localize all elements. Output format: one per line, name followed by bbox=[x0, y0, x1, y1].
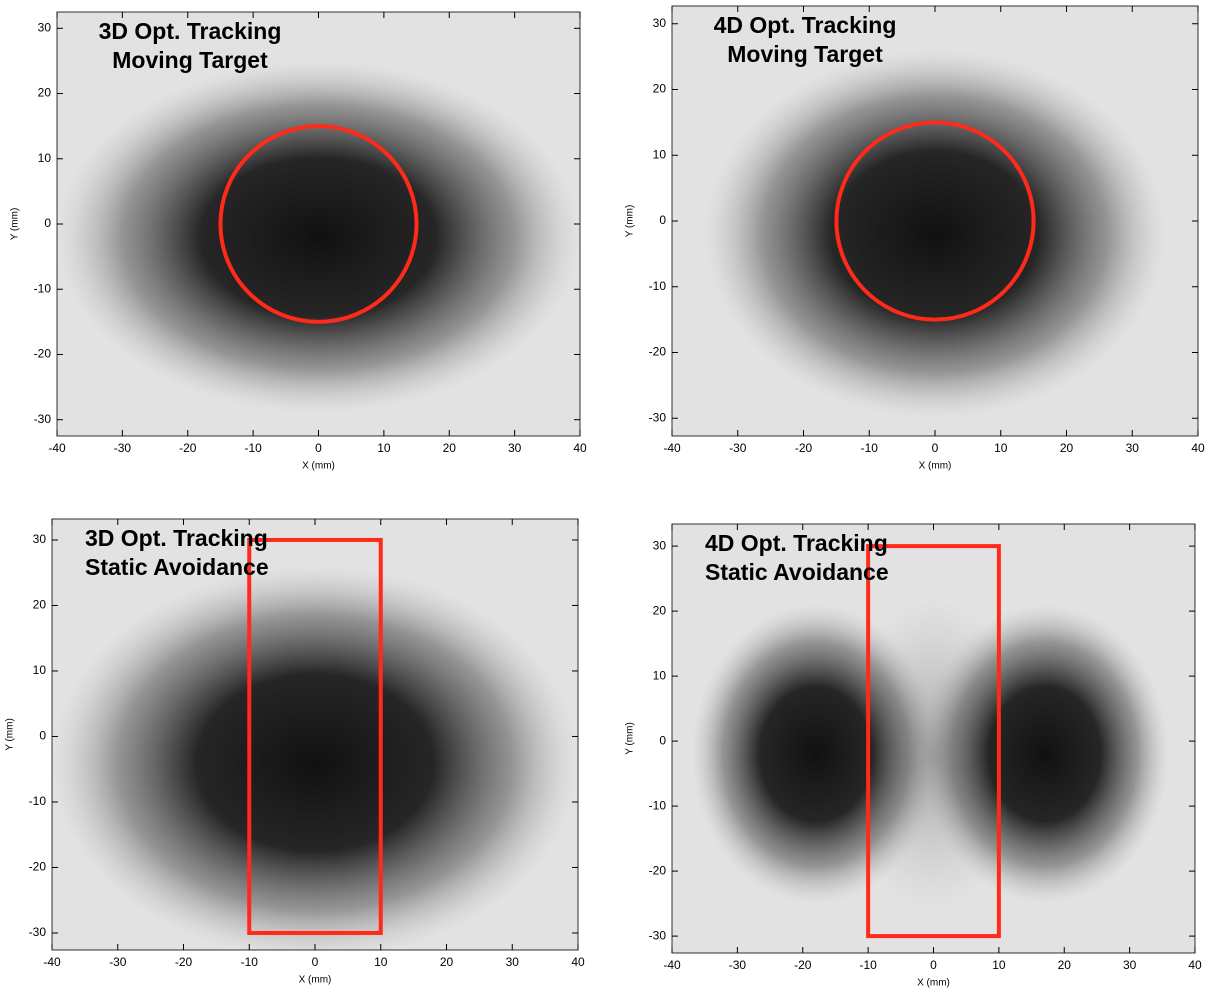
x-tick-label: 30 bbox=[1123, 958, 1137, 972]
y-tick-label: -20 bbox=[29, 860, 47, 874]
y-tick-label: 10 bbox=[38, 151, 52, 165]
y-tick-label: 10 bbox=[653, 668, 667, 682]
panel-title: 4D Opt. Tracking bbox=[705, 530, 888, 556]
y-tick-label: -30 bbox=[649, 928, 667, 942]
x-tick-label: 40 bbox=[1191, 441, 1205, 455]
dose-region bbox=[705, 50, 1165, 418]
y-tick-label: 10 bbox=[653, 147, 667, 161]
y-tick-label: -10 bbox=[649, 798, 667, 812]
figure: -40 -30 -20 -10 0 10 20 30 40 -30 -20 -10 0 10 20 30 X (… bbox=[0, 0, 1216, 995]
y-tick-label: -20 bbox=[649, 863, 667, 877]
y-tick-label: 20 bbox=[653, 603, 667, 617]
x-tick-label: 40 bbox=[1188, 958, 1202, 972]
y-tick-label: -10 bbox=[34, 281, 52, 295]
x-axis-label: X (mm) bbox=[917, 978, 950, 989]
panel: -40 -30 -20 -10 0 10 20 30 40 -30 -20 -10 0 10 20 30 X (… bbox=[625, 6, 1205, 472]
x-tick-label: 10 bbox=[992, 958, 1006, 972]
x-tick-label: 20 bbox=[1058, 958, 1072, 972]
panel: -40 -30 -20 -10 0 10 20 30 40 -30 -20 -10 0 10 20 30 X (… bbox=[10, 12, 587, 472]
y-tick-label: 20 bbox=[38, 86, 52, 100]
y-tick-label: 10 bbox=[33, 663, 47, 677]
panel-title: 3D Opt. Tracking bbox=[99, 18, 282, 44]
x-tick-label: 30 bbox=[506, 955, 520, 969]
panel-title: Static Avoidance bbox=[705, 559, 889, 585]
x-tick-label: 10 bbox=[994, 441, 1008, 455]
y-tick-label: 30 bbox=[653, 16, 667, 30]
x-axis-label: X (mm) bbox=[299, 975, 332, 986]
x-tick-label: -40 bbox=[663, 441, 681, 455]
x-tick-label: -10 bbox=[859, 958, 877, 972]
x-tick-label: -30 bbox=[729, 958, 747, 972]
y-tick-label: 20 bbox=[653, 82, 667, 96]
y-tick-label: 30 bbox=[38, 20, 52, 34]
y-tick-label: 30 bbox=[33, 532, 47, 546]
y-tick-label: -30 bbox=[649, 410, 667, 424]
x-tick-label: 0 bbox=[315, 441, 322, 455]
x-tick-label: -20 bbox=[175, 955, 193, 969]
dose-region bbox=[57, 61, 580, 413]
y-tick-label: -10 bbox=[649, 279, 667, 293]
panel-title: Static Avoidance bbox=[85, 554, 269, 580]
film-image bbox=[672, 524, 1195, 953]
x-tick-label: -10 bbox=[861, 441, 879, 455]
y-tick-label: -20 bbox=[34, 347, 52, 361]
y-axis-label: Y (mm) bbox=[625, 722, 636, 755]
film-image bbox=[52, 519, 578, 959]
x-tick-label: 0 bbox=[312, 955, 319, 969]
y-tick-label: 0 bbox=[44, 216, 51, 230]
x-tick-label: 10 bbox=[377, 441, 391, 455]
y-tick-label: 30 bbox=[653, 538, 667, 552]
x-tick-label: 20 bbox=[440, 955, 454, 969]
x-tick-label: 40 bbox=[571, 955, 585, 969]
dose-region bbox=[692, 605, 940, 904]
film-image bbox=[672, 6, 1198, 436]
x-tick-label: -30 bbox=[114, 441, 132, 455]
y-tick-label: -30 bbox=[29, 925, 47, 939]
panel-title: 4D Opt. Tracking bbox=[714, 12, 897, 38]
x-tick-label: 10 bbox=[374, 955, 388, 969]
x-tick-label: -40 bbox=[663, 958, 681, 972]
y-tick-label: -30 bbox=[34, 412, 52, 426]
panel: -40 -30 -20 -10 0 10 20 30 40 -30 -20 -10 0 10 20 30 X (… bbox=[625, 524, 1202, 989]
x-tick-label: -30 bbox=[729, 441, 747, 455]
x-tick-label: -30 bbox=[109, 955, 127, 969]
y-tick-label: 20 bbox=[33, 598, 47, 612]
dose-region bbox=[52, 566, 578, 959]
y-axis-label: Y (mm) bbox=[625, 205, 636, 238]
y-tick-label: 0 bbox=[659, 733, 666, 747]
x-tick-label: 0 bbox=[930, 958, 937, 972]
y-tick-label: 0 bbox=[659, 213, 666, 227]
x-axis-label: X (mm) bbox=[302, 461, 335, 472]
y-axis-label: Y (mm) bbox=[5, 718, 16, 751]
panel: -40 -30 -20 -10 0 10 20 30 40 -30 -20 -10 0 10 20 30 X (… bbox=[5, 519, 585, 986]
y-tick-label: 0 bbox=[39, 729, 46, 743]
x-tick-label: -20 bbox=[794, 958, 812, 972]
x-tick-label: -20 bbox=[179, 441, 197, 455]
x-tick-label: -20 bbox=[795, 441, 813, 455]
film-image bbox=[57, 12, 580, 436]
x-tick-label: 30 bbox=[1126, 441, 1140, 455]
x-tick-label: -40 bbox=[43, 955, 61, 969]
x-tick-label: 20 bbox=[443, 441, 457, 455]
y-tick-label: -10 bbox=[29, 794, 47, 808]
panel-title: Moving Target bbox=[112, 47, 268, 73]
dose-region bbox=[920, 605, 1168, 904]
x-tick-label: -10 bbox=[244, 441, 262, 455]
x-tick-label: 30 bbox=[508, 441, 522, 455]
x-tick-label: 40 bbox=[573, 441, 587, 455]
panel-title: 3D Opt. Tracking bbox=[85, 525, 268, 551]
x-tick-label: 20 bbox=[1060, 441, 1074, 455]
x-tick-label: -10 bbox=[241, 955, 259, 969]
y-axis-label: Y (mm) bbox=[10, 208, 21, 241]
x-tick-label: -40 bbox=[48, 441, 66, 455]
x-axis-label: X (mm) bbox=[919, 461, 952, 472]
x-tick-label: 0 bbox=[932, 441, 939, 455]
y-tick-label: -20 bbox=[649, 345, 667, 359]
panel-title: Moving Target bbox=[727, 41, 883, 67]
